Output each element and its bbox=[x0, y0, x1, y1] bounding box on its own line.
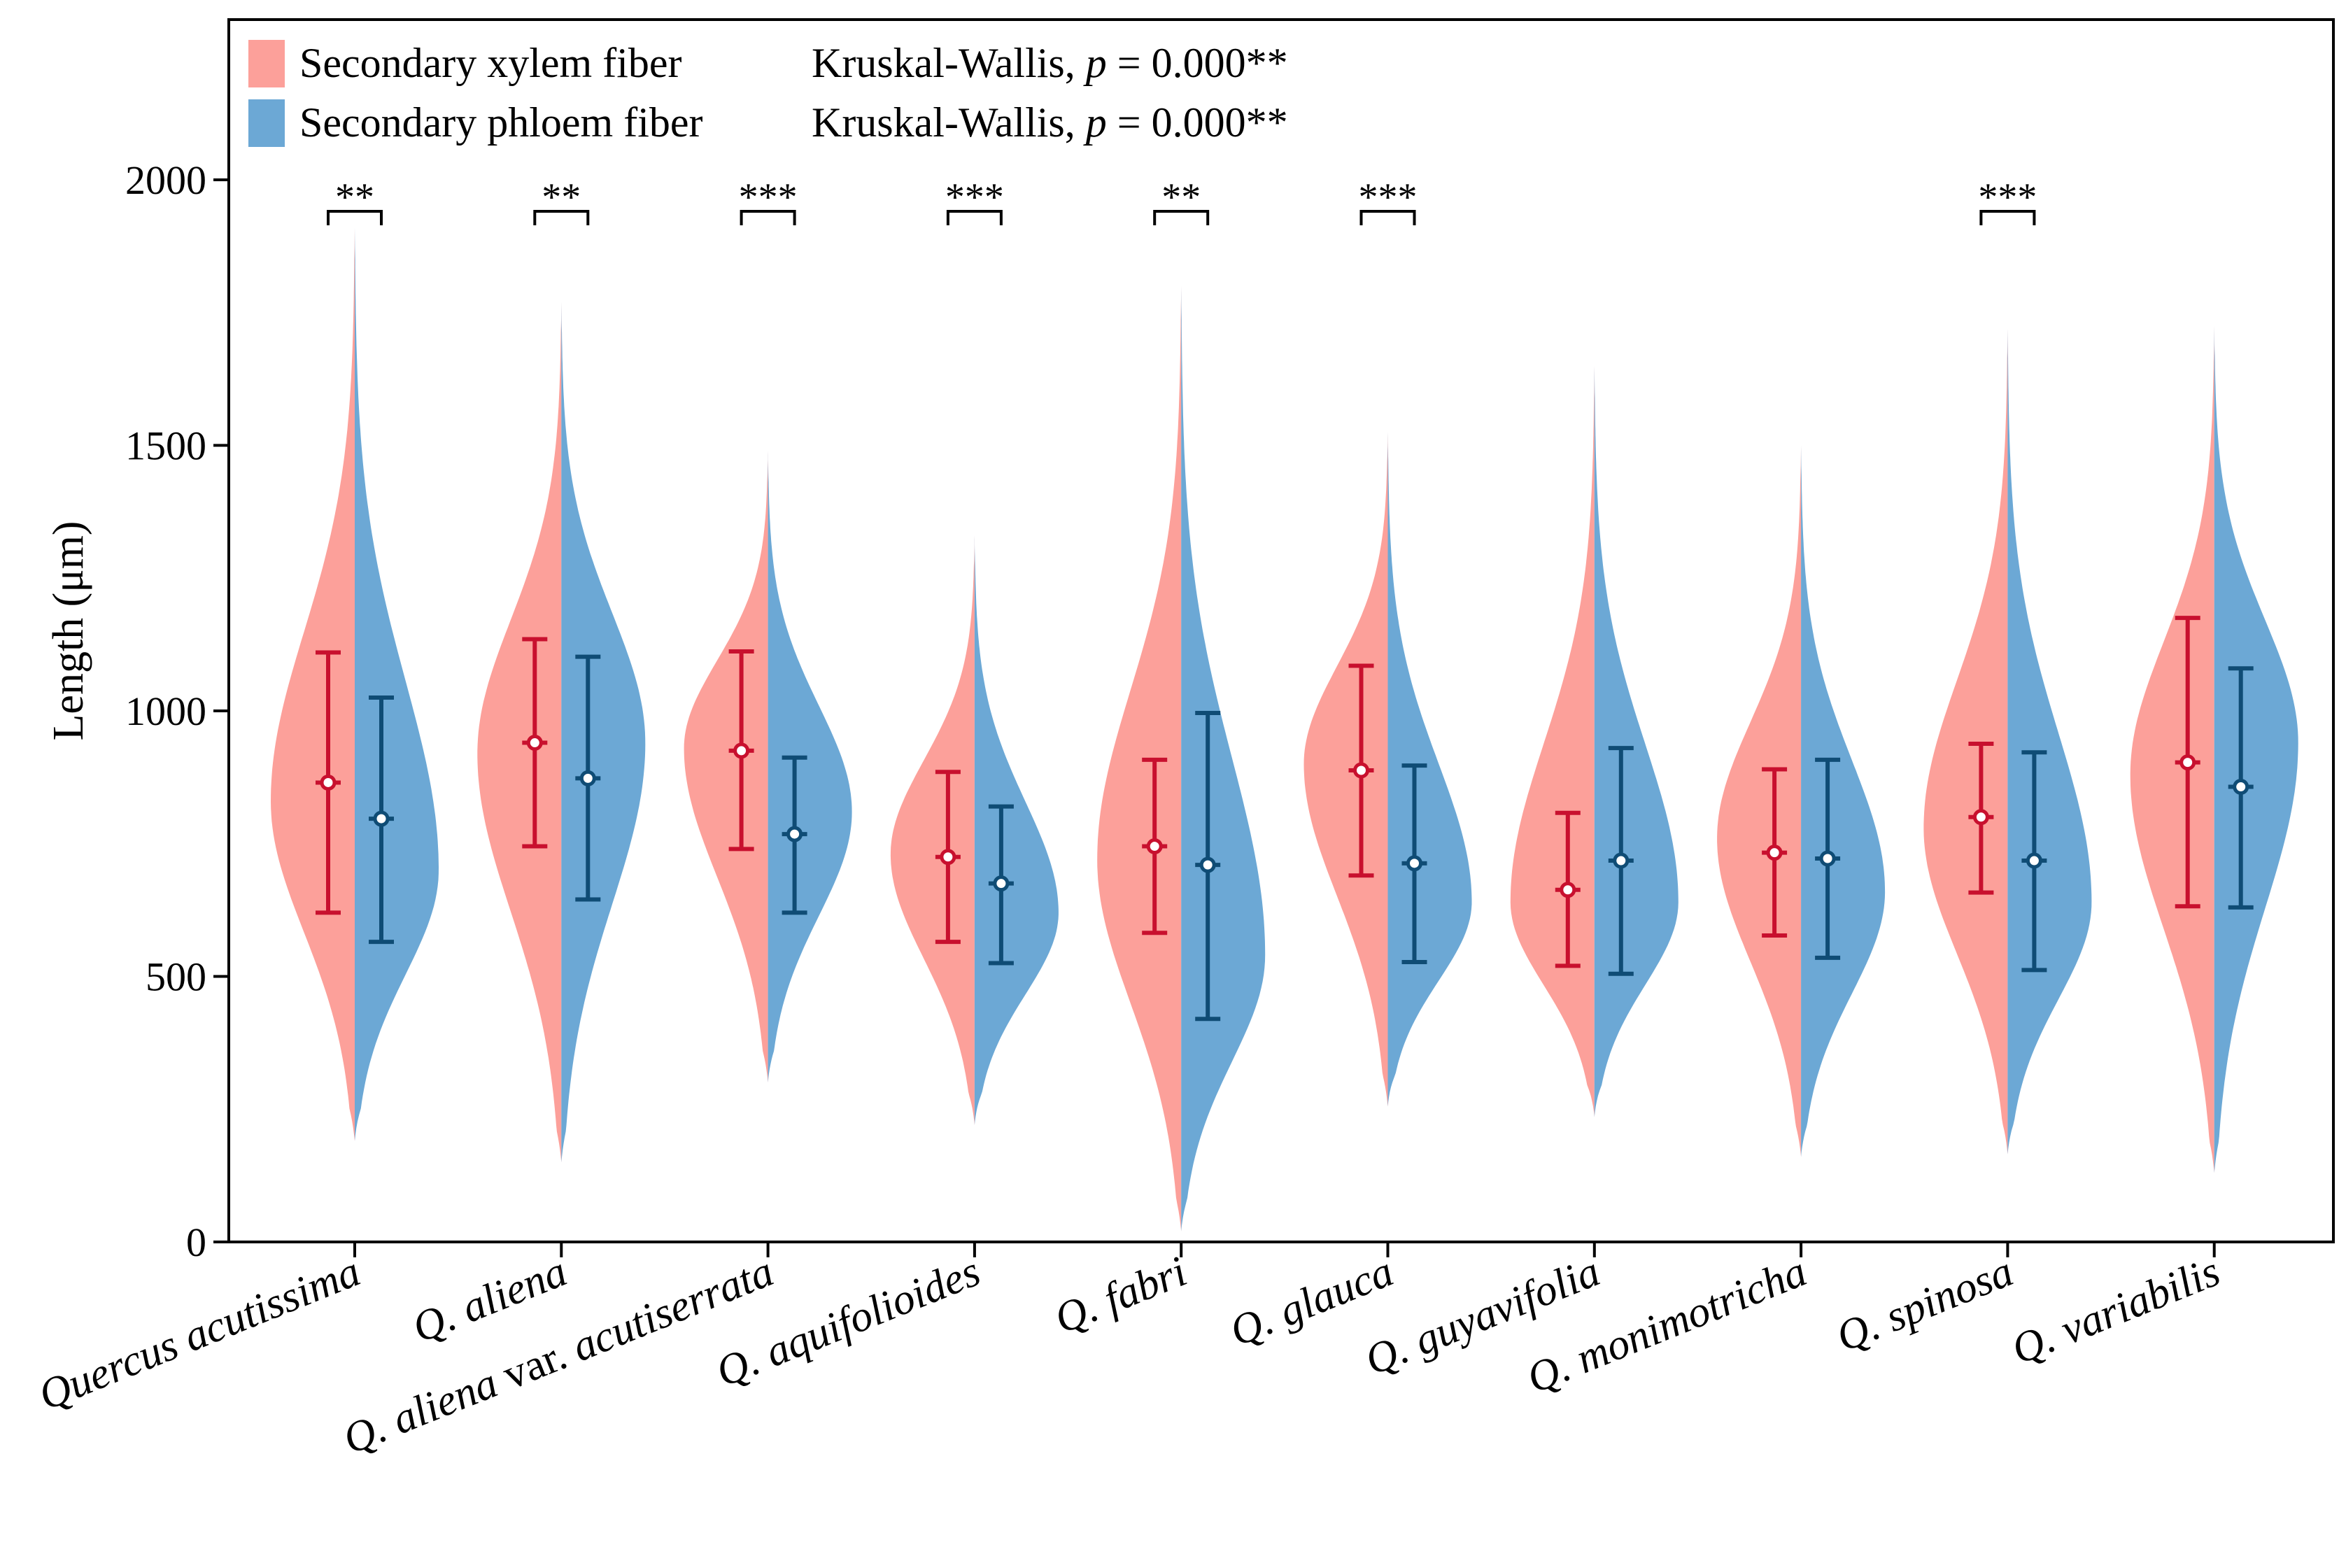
violin-left-6 bbox=[1510, 365, 1595, 1117]
sig-bracket-8 bbox=[1979, 210, 2036, 225]
mean-point-left-6 bbox=[1560, 882, 1576, 898]
sig-bracket-3 bbox=[946, 210, 1003, 225]
legend-p-label-1: p bbox=[1083, 99, 1107, 146]
legend-p-label-0: p bbox=[1083, 40, 1107, 86]
violin-right-6 bbox=[1594, 365, 1679, 1117]
sig-label-5: *** bbox=[1359, 176, 1418, 219]
violin-right-4 bbox=[1181, 285, 1266, 1231]
legend-p-value-1: = 0.000** bbox=[1107, 99, 1288, 146]
plot-frame bbox=[227, 18, 2335, 1243]
legend-test-1: Kruskal-Wallis, p = 0.000** bbox=[812, 99, 1288, 146]
legend-p-value-0: = 0.000** bbox=[1107, 40, 1288, 86]
mean-point-left-4 bbox=[1146, 838, 1163, 855]
errorbar-layer bbox=[316, 616, 2254, 1022]
violin-left-8 bbox=[1923, 328, 2008, 1154]
y-tick-label-2: 1000 bbox=[125, 688, 206, 734]
mean-point-right-0 bbox=[373, 810, 390, 827]
sig-label-1: ** bbox=[542, 176, 581, 219]
sig-label-4: ** bbox=[1161, 176, 1201, 219]
violin-right-2 bbox=[768, 451, 852, 1083]
violin-left-4 bbox=[1097, 285, 1182, 1231]
mean-point-right-2 bbox=[786, 826, 803, 842]
mean-point-right-7 bbox=[1819, 850, 1836, 867]
violin-right-0 bbox=[355, 227, 439, 1141]
legend-test-0: Kruskal-Wallis, p = 0.000** bbox=[812, 40, 1288, 86]
violin-left-3 bbox=[890, 535, 975, 1126]
legend-label-0: Secondary xylem fiber bbox=[299, 40, 681, 86]
legend: Secondary xylem fiber Kruskal-Wallis, p =… bbox=[248, 40, 1288, 147]
mean-point-left-5 bbox=[1353, 762, 1369, 779]
violin-right-1 bbox=[561, 302, 646, 1163]
mean-point-left-1 bbox=[526, 735, 543, 751]
legend-swatch-1 bbox=[248, 99, 285, 147]
sig-bracket-5 bbox=[1359, 210, 1416, 225]
violin-left-9 bbox=[2130, 325, 2214, 1173]
violin-layer bbox=[271, 227, 2298, 1231]
legend-label-1: Secondary phloem fiber bbox=[299, 99, 702, 146]
y-tick-label-1: 500 bbox=[146, 954, 206, 1000]
mean-point-right-8 bbox=[2026, 852, 2042, 869]
legend-test-name-0: Kruskal-Wallis, bbox=[812, 40, 1086, 86]
sig-bracket-1 bbox=[533, 210, 590, 225]
mean-point-right-3 bbox=[993, 875, 1010, 892]
legend-test-name-1: Kruskal-Wallis, bbox=[812, 99, 1086, 146]
y-tick-label-4: 2000 bbox=[125, 157, 206, 203]
violin-left-7 bbox=[1717, 445, 1802, 1157]
sig-bracket-0 bbox=[327, 210, 383, 225]
legend-swatch-0 bbox=[248, 40, 285, 87]
sig-label-2: *** bbox=[739, 176, 798, 219]
mean-point-right-1 bbox=[579, 770, 596, 786]
y-axis-label: Length (μm) bbox=[45, 521, 92, 741]
violin-left-5 bbox=[1303, 432, 1388, 1107]
violin-right-9 bbox=[2214, 325, 2298, 1173]
mean-point-right-9 bbox=[2233, 779, 2249, 796]
sig-label-8: *** bbox=[1978, 176, 2037, 219]
mean-point-left-9 bbox=[2179, 754, 2196, 771]
sig-label-3: *** bbox=[945, 176, 1004, 219]
sig-bracket-2 bbox=[740, 210, 796, 225]
sig-label-0: ** bbox=[335, 176, 374, 219]
mean-point-right-5 bbox=[1406, 855, 1422, 872]
mean-point-left-0 bbox=[320, 774, 337, 791]
violin-left-2 bbox=[684, 451, 768, 1083]
mean-point-left-2 bbox=[733, 742, 750, 759]
significance-layer: ** ** *** *** ** *** *** bbox=[327, 176, 2037, 225]
y-tick-label-3: 1500 bbox=[125, 423, 206, 469]
mean-point-left-8 bbox=[1972, 809, 1989, 826]
violin-right-5 bbox=[1387, 432, 1472, 1107]
violin-left-1 bbox=[477, 302, 562, 1163]
violin-right-3 bbox=[974, 535, 1059, 1126]
violin-right-8 bbox=[2007, 328, 2092, 1154]
sig-bracket-4 bbox=[1153, 210, 1210, 225]
mean-point-left-7 bbox=[1766, 845, 1783, 861]
mean-point-right-6 bbox=[1613, 852, 1630, 869]
mean-point-right-4 bbox=[1199, 856, 1216, 873]
y-tick-label-0: 0 bbox=[186, 1220, 206, 1265]
mean-point-left-3 bbox=[940, 849, 956, 866]
violin-right-7 bbox=[1801, 445, 1886, 1157]
